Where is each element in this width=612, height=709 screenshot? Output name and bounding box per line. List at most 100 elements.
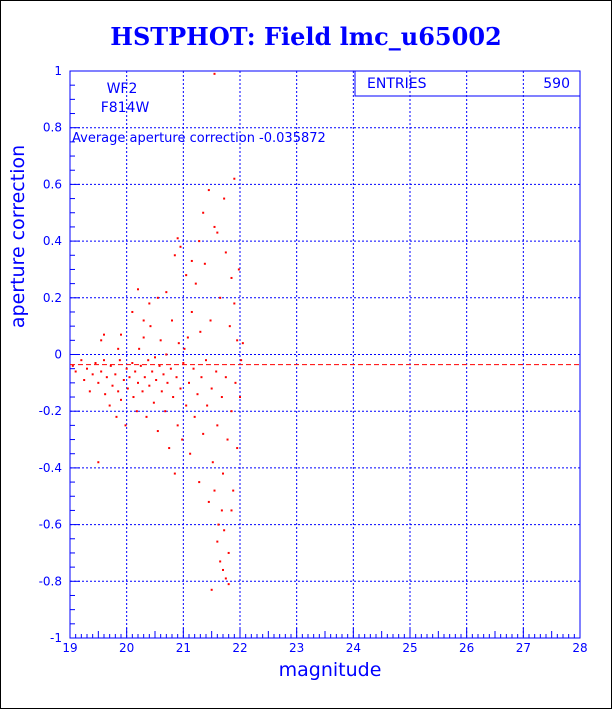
data-point [164,410,167,413]
data-point [189,452,192,455]
data-point [207,500,210,503]
data-point [194,282,197,285]
data-point [205,359,207,362]
x-tick-label: 20 [119,641,134,655]
y-tick-label: 0.4 [43,234,62,248]
data-point [100,339,103,342]
data-point [176,237,179,240]
data-point [125,367,128,370]
y-tick-label: 0.6 [43,177,62,191]
data-point [234,381,237,384]
data-point [230,410,233,413]
data-point [239,396,241,399]
y-tick-label: 1 [54,64,62,78]
x-tick-label: 23 [289,641,304,655]
data-point [145,415,148,418]
y-tick-label: 0.2 [43,291,62,305]
data-point [236,447,239,450]
data-point [176,424,179,427]
data-point [241,342,244,345]
data-point [233,177,236,180]
data-point [190,310,193,313]
data-point [173,472,176,475]
data-point [213,489,216,492]
data-point [108,404,111,407]
data-point [172,396,175,399]
data-point [169,367,172,370]
stats-box-border [354,70,581,97]
data-point [185,404,188,407]
data-point [211,461,214,464]
data-point [224,577,227,580]
data-point [202,432,205,435]
data-point [224,376,227,379]
data-point [80,359,83,362]
data-point [203,262,206,265]
axis-tick-labels: 19 20 21 22 23 24 25 26 27 28 -1 -0.8 -0.6 -0.4 -0.2 0 0… [39,64,588,655]
data-points [71,72,244,591]
chip-label: WF2 [107,81,138,97]
data-point [199,330,202,333]
data-point [179,245,182,248]
y-tick-label: -1 [50,631,62,645]
data-point [139,364,142,367]
y-tick-label: -0.2 [39,404,62,418]
data-point [149,325,152,328]
data-point [173,254,176,257]
data-point [226,438,229,441]
data-point [215,370,218,373]
data-point [179,387,182,390]
data-point [230,276,233,279]
data-point [109,364,112,367]
data-point [223,197,226,200]
data-point [227,551,230,554]
data-point [220,396,223,399]
data-point [120,398,122,401]
data-point [209,319,212,322]
data-point [71,364,74,367]
data-point [171,319,173,322]
x-tick-label: 19 [62,641,77,655]
y-tick-label: 0.8 [43,121,62,135]
data-point [137,288,139,291]
data-point [151,370,154,373]
filter-label: F814W [101,100,150,116]
data-point [114,373,117,376]
data-point [198,240,201,243]
data-point [227,583,230,586]
data-point [181,438,184,441]
data-point [217,523,220,526]
data-point [206,404,209,407]
stats-box: ENTRIES 590 [354,70,581,97]
data-point [104,393,107,396]
data-point [131,362,134,365]
data-point [228,325,231,328]
data-point [134,370,137,373]
entries-label: ENTRIES [367,76,427,92]
data-point [166,381,169,384]
data-point [240,359,243,362]
data-point [165,291,168,294]
data-point [210,588,213,591]
data-point [160,390,163,393]
data-point [222,568,224,571]
data-point [131,310,134,313]
data-point [152,401,155,404]
data-point [224,251,227,254]
data-point [188,381,190,384]
data-point [202,211,205,214]
x-tick-label: 21 [176,641,191,655]
x-tick-label: 25 [402,641,417,655]
data-point [236,339,239,342]
grid-lines [70,71,580,638]
y-tick-label: 0 [54,348,62,362]
data-point [233,302,236,305]
x-tick-label: 28 [572,641,587,655]
data-point [182,362,185,365]
data-point [222,472,224,475]
data-point [183,347,186,350]
data-point [142,336,145,339]
x-axis-label: magnitude [279,659,382,681]
data-point [207,189,210,192]
data-point [154,356,156,359]
